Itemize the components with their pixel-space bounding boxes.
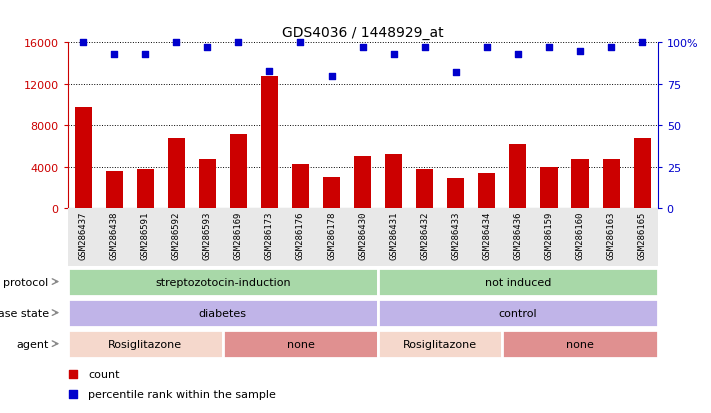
- Point: [232, 40, 244, 47]
- Text: GSM286434: GSM286434: [482, 211, 491, 260]
- Text: GSM286176: GSM286176: [296, 211, 305, 260]
- Bar: [378, 330, 503, 358]
- Point: [543, 45, 555, 52]
- Bar: [572, 160, 589, 209]
- Text: GSM286438: GSM286438: [109, 211, 119, 260]
- Text: GSM286591: GSM286591: [141, 211, 150, 260]
- Point: [295, 40, 306, 47]
- Bar: [68, 268, 378, 296]
- Text: GSM286593: GSM286593: [203, 211, 212, 260]
- Bar: [503, 330, 658, 358]
- Point: [388, 52, 400, 58]
- Bar: [416, 169, 433, 209]
- Text: count: count: [88, 369, 119, 379]
- Text: GSM286163: GSM286163: [606, 211, 616, 260]
- Point: [171, 40, 182, 47]
- Point: [512, 52, 523, 58]
- Text: none: none: [287, 339, 314, 349]
- Bar: [378, 268, 658, 296]
- Bar: [323, 178, 340, 209]
- Text: disease state: disease state: [0, 308, 48, 318]
- Bar: [75, 107, 92, 209]
- Bar: [540, 167, 557, 209]
- Point: [605, 45, 616, 52]
- Point: [139, 52, 151, 58]
- Text: GSM286178: GSM286178: [327, 211, 336, 260]
- Point: [68, 371, 79, 377]
- Text: GSM286159: GSM286159: [545, 211, 553, 260]
- Point: [419, 45, 430, 52]
- Text: Rosiglitazone: Rosiglitazone: [403, 339, 477, 349]
- Text: streptozotocin-induction: streptozotocin-induction: [155, 277, 291, 287]
- Bar: [354, 157, 371, 209]
- Text: GSM286160: GSM286160: [575, 211, 584, 260]
- Bar: [106, 171, 123, 209]
- Bar: [479, 173, 496, 209]
- Text: Rosiglitazone: Rosiglitazone: [108, 339, 182, 349]
- Point: [326, 73, 337, 80]
- Bar: [509, 145, 526, 209]
- Text: control: control: [498, 308, 538, 318]
- Bar: [261, 76, 278, 209]
- Point: [109, 52, 120, 58]
- Bar: [292, 164, 309, 209]
- Bar: [137, 169, 154, 209]
- Text: none: none: [566, 339, 594, 349]
- Bar: [68, 299, 378, 327]
- Bar: [68, 330, 223, 358]
- Text: GSM286173: GSM286173: [265, 211, 274, 260]
- Text: not induced: not induced: [485, 277, 551, 287]
- Bar: [634, 138, 651, 209]
- Point: [574, 48, 586, 55]
- Text: GSM286436: GSM286436: [513, 211, 523, 260]
- Bar: [447, 178, 464, 209]
- Point: [357, 45, 368, 52]
- Bar: [223, 330, 378, 358]
- Bar: [199, 160, 216, 209]
- Text: GSM286592: GSM286592: [172, 211, 181, 260]
- Bar: [602, 160, 619, 209]
- Point: [202, 45, 213, 52]
- Point: [77, 40, 89, 47]
- Point: [68, 391, 79, 397]
- Text: GSM286432: GSM286432: [420, 211, 429, 260]
- Text: GSM286431: GSM286431: [389, 211, 398, 260]
- Text: GSM286169: GSM286169: [234, 211, 243, 260]
- Text: protocol: protocol: [4, 277, 48, 287]
- Point: [450, 70, 461, 76]
- Point: [264, 68, 275, 75]
- Bar: [230, 134, 247, 209]
- Text: GSM286437: GSM286437: [79, 211, 87, 260]
- Text: GSM286433: GSM286433: [451, 211, 460, 260]
- Point: [636, 40, 648, 47]
- Bar: [378, 299, 658, 327]
- Text: GSM286430: GSM286430: [358, 211, 367, 260]
- Title: GDS4036 / 1448929_at: GDS4036 / 1448929_at: [282, 26, 444, 40]
- Text: percentile rank within the sample: percentile rank within the sample: [88, 389, 276, 399]
- Text: diabetes: diabetes: [199, 308, 247, 318]
- Text: agent: agent: [16, 339, 48, 349]
- Point: [481, 45, 493, 52]
- Bar: [168, 138, 185, 209]
- Text: GSM286165: GSM286165: [638, 211, 646, 260]
- Bar: [385, 155, 402, 209]
